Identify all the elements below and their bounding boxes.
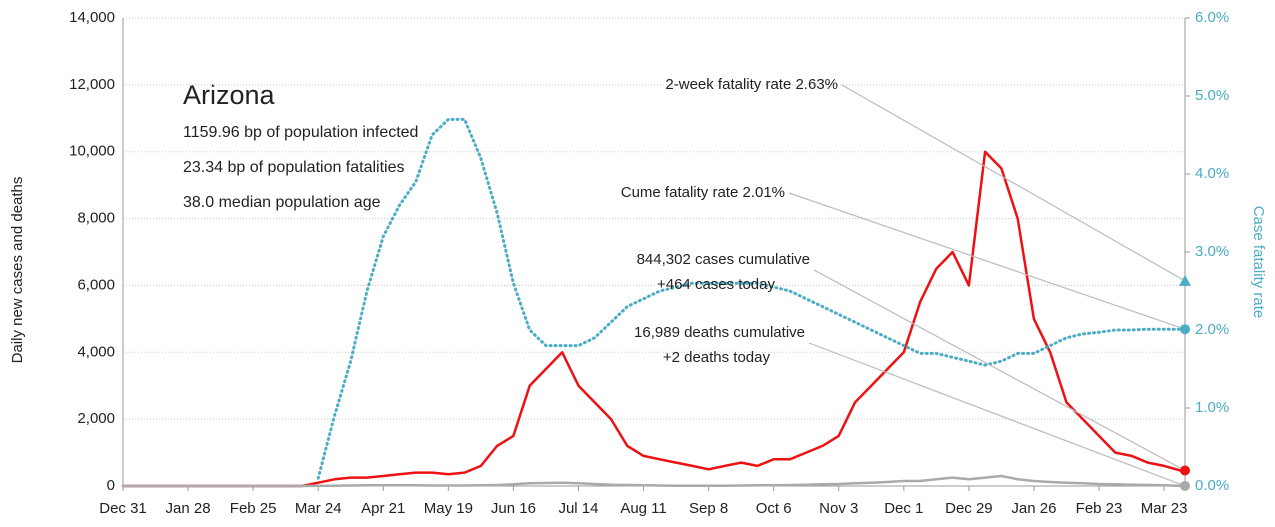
y-tick-label: 2,000 <box>77 410 115 427</box>
y2-tick-label: 2.0% <box>1195 321 1229 338</box>
x-tick-label: Nov 3 <box>819 500 858 517</box>
series-line <box>316 117 1182 480</box>
info-line: 1159.96 bp of population infected <box>183 124 418 141</box>
y2-tick-label: 0.0% <box>1195 477 1229 494</box>
endpoint-marker <box>1180 480 1190 491</box>
y2-tick-label: 5.0% <box>1195 87 1229 104</box>
endpoint-marker <box>1180 465 1190 476</box>
y2-tick-label: 4.0% <box>1195 165 1229 182</box>
y-tick-label: 10,000 <box>69 143 115 160</box>
x-tick-label: Jan 26 <box>1011 500 1056 517</box>
x-tick-label: Dec 1 <box>884 500 923 517</box>
annotation-leader <box>788 192 1186 330</box>
annotation: 844,302 cases cumulative <box>637 251 810 268</box>
y-tick-label: 8,000 <box>77 210 115 227</box>
info-line: 38.0 median population age <box>183 194 381 211</box>
series-line <box>121 474 1182 488</box>
annotation-leader <box>841 84 1186 282</box>
y2-tick-label: 3.0% <box>1195 243 1229 260</box>
x-tick-label: Mar 23 <box>1141 500 1188 517</box>
annotation: 2-week fatality rate 2.63% <box>665 76 838 93</box>
y2-tick-label: 1.0% <box>1195 399 1229 416</box>
annotation: Cume fatality rate 2.01% <box>621 184 785 201</box>
x-tick-label: Jul 14 <box>558 500 598 517</box>
y2-axis-label: Case fatality rate <box>1250 206 1267 319</box>
x-tick-label: Dec 31 <box>99 500 147 517</box>
annotation: 16,989 deaths cumulative <box>634 324 805 341</box>
endpoint-marker <box>1179 274 1191 286</box>
annotation-leader <box>813 269 1186 472</box>
x-tick-label: Apr 21 <box>361 500 405 517</box>
y-tick-label: 0 <box>107 477 115 494</box>
x-tick-label: Jun 16 <box>491 500 536 517</box>
x-tick-label: Dec 29 <box>945 500 993 517</box>
x-tick-label: Aug 11 <box>620 500 666 517</box>
x-tick-label: Mar 24 <box>295 500 342 517</box>
endpoint-marker <box>1180 324 1190 335</box>
x-tick-label: Feb 23 <box>1076 500 1123 517</box>
y-tick-label: 12,000 <box>69 76 115 93</box>
x-tick-label: May 19 <box>424 500 473 517</box>
x-tick-label: Jan 28 <box>166 500 211 517</box>
y2-tick-label: 6.0% <box>1195 9 1229 26</box>
y-tick-label: 14,000 <box>69 9 115 26</box>
annotation-leader <box>808 342 1186 487</box>
annotation: +464 cases today <box>657 276 776 293</box>
annotation: +2 deaths today <box>663 349 771 366</box>
info-line: 23.34 bp of population fatalities <box>183 159 405 176</box>
x-tick-label: Sep 8 <box>689 500 728 517</box>
x-tick-label: Oct 6 <box>756 500 792 517</box>
y-tick-label: 4,000 <box>77 343 115 360</box>
y-tick-label: 6,000 <box>77 276 115 293</box>
y-axis-label: Daily new cases and deaths <box>9 177 26 364</box>
x-tick-label: Feb 25 <box>230 500 277 517</box>
